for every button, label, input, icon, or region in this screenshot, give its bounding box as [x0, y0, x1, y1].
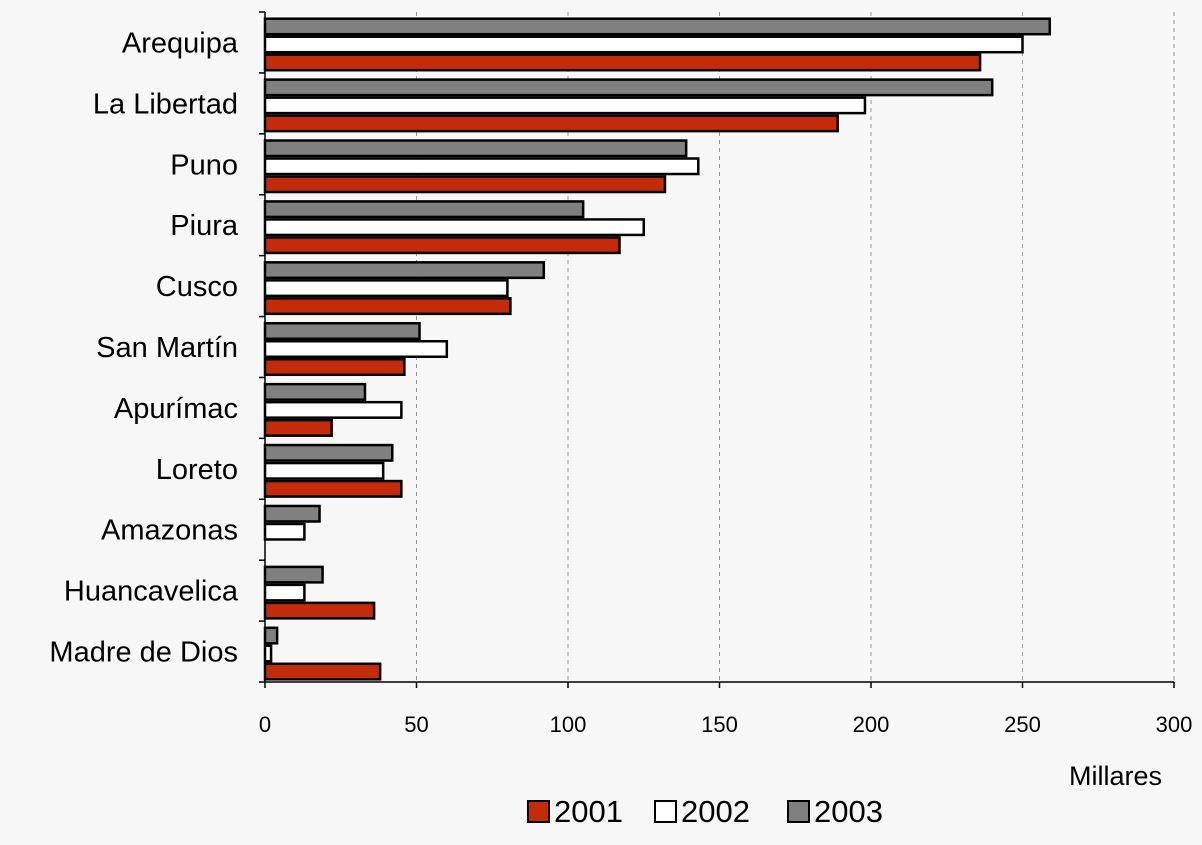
- x-tick-label-200: 200: [853, 712, 890, 737]
- category-label-amazonas: Amazonas: [101, 515, 238, 547]
- bar-2002-arequipa: [263, 35, 1024, 54]
- x-tick-label-250: 250: [1004, 712, 1041, 737]
- legend-swatch-2002: [654, 800, 677, 823]
- bar-2003-piura: [263, 200, 585, 219]
- x-tick-label-150: 150: [701, 712, 738, 737]
- bar-2002-huancavelica: [263, 583, 306, 602]
- bar-2003-amazonas: [263, 504, 321, 523]
- legend-label-2001: 2001: [554, 794, 623, 829]
- bar-2003-madre-de-dios: [263, 626, 279, 645]
- bar-2001-la-libertad: [263, 114, 839, 133]
- x-tick-label-100: 100: [550, 712, 587, 737]
- bar-2003-huancavelica: [263, 565, 324, 584]
- category-label-arequipa: Arequipa: [122, 27, 239, 59]
- bar-2002-amazonas: [263, 522, 306, 541]
- bar-2003-arequipa: [263, 17, 1052, 36]
- bar-2002-madre-de-dios: [263, 644, 273, 663]
- bar-2002-la-libertad: [263, 96, 867, 115]
- category-label-san-martín: San Martín: [96, 332, 238, 364]
- bar-2001-san-martín: [263, 358, 406, 376]
- category-label-loreto: Loreto: [156, 454, 238, 486]
- bar-2003-loreto: [263, 443, 394, 462]
- axes: [259, 11, 1175, 688]
- x-tick-label-50: 50: [404, 712, 428, 737]
- bar-2003-cusco: [263, 261, 546, 280]
- bar-2002-apurímac: [263, 400, 403, 419]
- category-label-huancavelica: Huancavelica: [64, 576, 239, 608]
- bar-2001-puno: [263, 175, 667, 194]
- bar-2002-piura: [263, 218, 645, 237]
- bar-2002-puno: [263, 157, 700, 176]
- labels: 0 50 100 150 200 250 300 Arequipa La Libertad Pun…: [49, 27, 1192, 737]
- category-label-piura: Piura: [170, 210, 239, 242]
- bar-2002-loreto: [263, 461, 385, 480]
- legend-label-2003: 2003: [814, 794, 883, 829]
- category-label-la-libertad: La Libertad: [93, 88, 238, 120]
- bar-2001-loreto: [263, 479, 403, 498]
- bar-2001-cusco: [263, 297, 512, 316]
- bar-2003-apurímac: [263, 382, 367, 401]
- bar-2001-madre-de-dios: [263, 662, 382, 681]
- x-tick-label-0: 0: [259, 712, 271, 737]
- bar-2002-san-martín: [263, 340, 449, 358]
- category-label-cusco: Cusco: [156, 271, 238, 303]
- legend-label-2002: 2002: [681, 794, 750, 829]
- category-label-apurímac: Apurímac: [114, 393, 238, 425]
- legend-swatch-2001: [527, 800, 550, 823]
- bar-2003-puno: [263, 139, 688, 158]
- legend: 2001 2002 2003: [527, 794, 883, 829]
- bar-2002-cusco: [263, 279, 509, 298]
- x-axis-title: Millares: [1069, 761, 1162, 791]
- x-tick-label-300: 300: [1156, 712, 1193, 737]
- bars: [263, 17, 1052, 681]
- legend-swatch-2003: [787, 800, 810, 823]
- bar-2001-arequipa: [263, 53, 982, 72]
- bar-2003-la-libertad: [263, 78, 994, 97]
- bar-2001-piura: [263, 236, 621, 255]
- bar-2001-huancavelica: [263, 601, 376, 620]
- category-label-puno: Puno: [170, 149, 238, 181]
- category-label-madre-de-dios: Madre de Dios: [49, 637, 238, 669]
- bar-2003-san-martín: [263, 322, 421, 340]
- bar-2001-apurímac: [263, 418, 333, 437]
